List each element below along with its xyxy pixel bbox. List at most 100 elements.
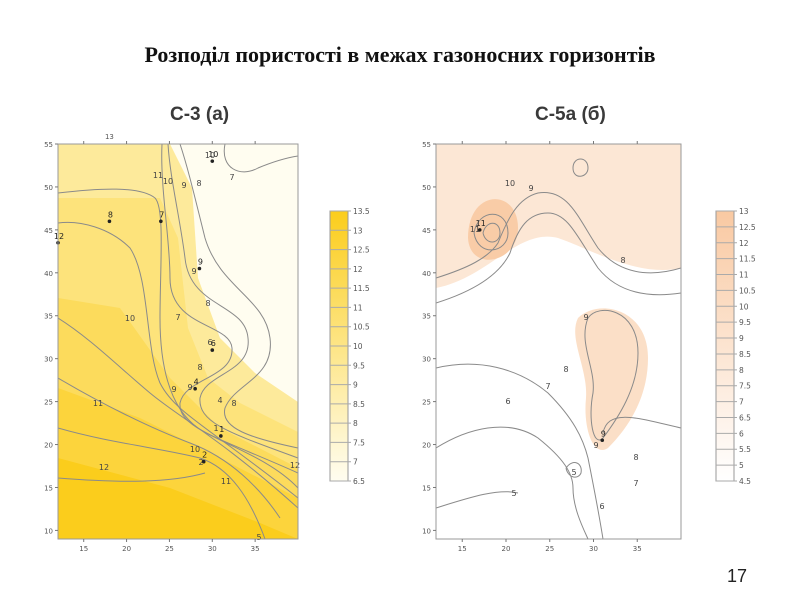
contour-line: [58, 221, 298, 499]
well-marker: [210, 348, 215, 352]
legend-label: 10: [739, 302, 749, 311]
well-label: 2: [202, 451, 207, 460]
contour-label: 10: [205, 151, 215, 160]
contour-fill-band: [58, 458, 298, 539]
map-title-b: С-5а (б): [535, 104, 606, 125]
contour-label: 11: [153, 171, 163, 180]
legend-label: 8.5: [353, 400, 365, 409]
contour-line: [602, 416, 681, 434]
legend-label: 7.5: [739, 382, 751, 391]
y-tick-label: 15: [44, 484, 53, 492]
contour-label: 12: [99, 463, 109, 472]
legend-label: 7: [353, 458, 358, 467]
legend-label: 12: [353, 265, 363, 274]
well-label: 6: [211, 339, 216, 348]
well-label: 11: [476, 219, 486, 228]
legend-label: 6.5: [739, 413, 751, 422]
legend-label: 11.5: [739, 255, 756, 264]
contour-label: 6: [207, 338, 212, 347]
contour-fill-band: [468, 199, 518, 260]
y-tick-label: 50: [422, 184, 431, 192]
contour-label: 9: [191, 267, 196, 276]
legend-label: 9.5: [353, 361, 365, 370]
contour-line: [436, 491, 519, 509]
contour-label: 8: [633, 453, 638, 462]
contour-label: 8: [205, 299, 210, 308]
contour-line: [58, 377, 281, 519]
x-tick-label: 15: [79, 545, 88, 553]
legend-colorbar: [715, 210, 735, 482]
contour-label: 6: [599, 502, 604, 511]
legend-label: 9: [353, 381, 358, 390]
contour-line: [436, 426, 589, 539]
legend-label: 13.5: [353, 207, 370, 216]
legend-label: 8: [353, 419, 358, 428]
contour-label: 7: [229, 173, 234, 182]
contour-label: 5: [571, 468, 576, 477]
contour-line: [572, 158, 589, 177]
contour-label: 6: [505, 397, 510, 406]
x-tick-label: 35: [633, 545, 642, 553]
contour-label: 9: [583, 313, 588, 322]
legend-label: 11: [739, 271, 749, 280]
y-tick-label: 10: [422, 527, 431, 535]
contour-label: 9: [187, 383, 192, 392]
plot-border: [57, 143, 299, 540]
contour-line: [436, 212, 681, 304]
contour-label: 4: [217, 396, 222, 405]
contour-label: 11: [93, 399, 103, 408]
y-tick-label: 45: [44, 227, 53, 235]
contour-line-group: [58, 144, 298, 539]
well-label: 12: [54, 232, 64, 241]
contour-line: [436, 192, 681, 279]
legend-label: 9: [739, 334, 744, 343]
y-tick-label: 45: [422, 227, 431, 235]
porosity-map-b: 10 9 11 8 9 8 7 6 9 8 5 7 6 5 11 9 10 15 20 25 30 35 40 45 50 55 1…: [422, 141, 756, 553]
legend-label: 4.5: [739, 477, 751, 486]
x-tick-label: 25: [545, 545, 554, 553]
y-tick-label: 40: [422, 270, 431, 278]
contour-label: 5: [511, 489, 516, 498]
contour-line: [223, 144, 298, 173]
contour-label: 7: [175, 313, 180, 322]
legend-label: 11.5: [353, 284, 370, 293]
slide-number: 17: [727, 566, 748, 586]
contour-label: 9: [181, 181, 186, 190]
contour-line: [58, 427, 266, 539]
contour-label: 8: [231, 399, 236, 408]
contour-fill-group: [58, 144, 298, 539]
contour-label: 12: [290, 461, 300, 470]
legend-label: 12.5: [353, 246, 370, 255]
contour-label: 8: [196, 179, 201, 188]
well-label: 9: [198, 258, 203, 267]
y-tick-label: 35: [44, 313, 53, 321]
well-marker: [107, 219, 112, 224]
legend-label: 6.5: [353, 477, 365, 486]
legend-label: 11: [353, 303, 363, 312]
x-tick-label: 15: [458, 545, 467, 553]
x-tick-label: 25: [165, 545, 174, 553]
well-label: 9: [601, 429, 606, 438]
contour-line-group: [436, 158, 681, 539]
x-tick-label: 30: [589, 545, 598, 553]
well-marker: [201, 459, 206, 464]
well-marker: [477, 228, 482, 232]
contour-label: 7: [633, 479, 638, 488]
contour-line: [167, 144, 298, 459]
contour-line: [58, 472, 206, 482]
y-tick-label: 20: [44, 442, 53, 450]
x-tick-label: 20: [502, 545, 511, 553]
well-label: 4: [194, 378, 199, 387]
y-tick-label: 25: [422, 399, 431, 407]
contour-label: 8: [620, 256, 625, 265]
plot-border: [435, 143, 682, 540]
legend-label: 8.5: [739, 350, 751, 359]
legend-label: 13: [739, 207, 749, 216]
contour-label: 9: [593, 441, 598, 450]
x-tick-label: 30: [208, 545, 217, 553]
y-tick-label: 30: [422, 356, 431, 364]
legend-label: 5: [739, 461, 744, 470]
legend-label: 10.5: [353, 323, 370, 332]
contour-label: 10: [190, 445, 200, 454]
